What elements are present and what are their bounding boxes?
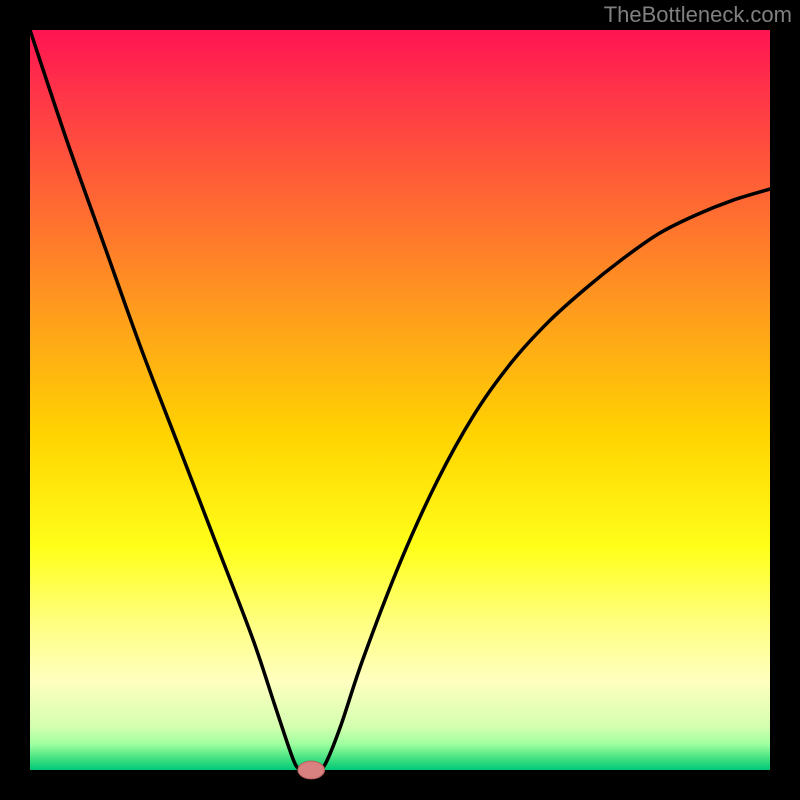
chart-background [30, 30, 770, 770]
chart-container: TheBottleneck.com [0, 0, 800, 800]
watermark-text: TheBottleneck.com [604, 2, 792, 28]
bottleneck-chart [0, 0, 800, 800]
optimal-point-marker [298, 761, 325, 779]
